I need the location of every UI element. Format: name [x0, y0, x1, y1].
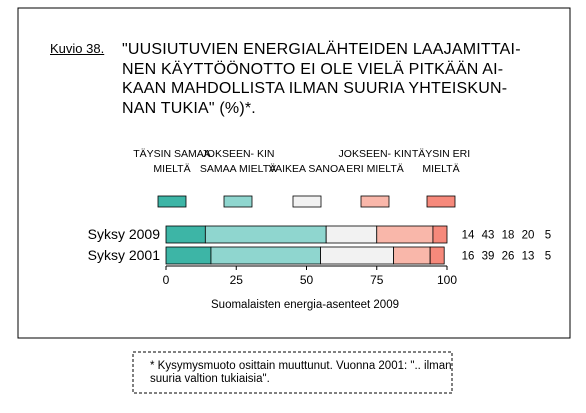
x-tick-label: 25: [230, 273, 244, 287]
value-label: 18: [502, 230, 515, 242]
legend-swatch: [223, 195, 253, 208]
bar-segment: [376, 225, 434, 244]
category-label: Syksy 2001: [88, 247, 161, 263]
value-label: 13: [522, 251, 535, 263]
chart-title: "UUSIUTUVIEN ENERGIALÄHTEIDEN LAAJAMITTA…: [122, 41, 521, 117]
bar-segment: [325, 225, 378, 244]
x-tick-label: 0: [163, 273, 170, 287]
x-axis-label: Suomalaisten energia-asenteet 2009: [211, 299, 399, 311]
legend-swatch: [360, 195, 390, 208]
value-label: 26: [502, 251, 515, 263]
footnote: * Kysymysmuoto osittain muuttunut. Vuonn…: [150, 360, 452, 385]
legend-swatch: [157, 195, 187, 208]
bar-segment: [210, 246, 321, 265]
bar-segment: [432, 225, 448, 244]
legend-label: TÄYSIN SAMAA MIELTÄ: [133, 148, 211, 175]
category-label: Syksy 2009: [88, 226, 161, 242]
bar-segment: [429, 246, 445, 265]
bar-segment: [320, 246, 395, 265]
value-label: 16: [462, 251, 475, 263]
value-label: 5: [545, 251, 551, 263]
legend-swatch: [426, 195, 456, 208]
bar-segment: [393, 246, 431, 265]
x-tick-label: 100: [437, 273, 457, 287]
value-label: 20: [522, 230, 535, 242]
legend-label: VAIKEA SANOA: [268, 163, 346, 175]
bar-segment: [165, 225, 206, 244]
x-tick-label: 75: [370, 273, 384, 287]
value-label: 39: [482, 251, 495, 263]
bar-segment: [165, 246, 212, 265]
x-tick-label: 50: [300, 273, 314, 287]
value-label: 14: [462, 230, 475, 242]
legend-label: JOKSEEN- KIN ERI MIELTÄ: [338, 148, 412, 175]
figure-label: Kuvio 38.: [50, 41, 105, 56]
frame: [17, 7, 571, 339]
value-label: 5: [545, 230, 551, 242]
legend-label: JOKSEEN- KIN SAMAA MIELTÄ: [199, 148, 277, 175]
legend-swatch: [292, 195, 322, 208]
legend-label: TÄYSIN ERI MIELTÄ: [411, 148, 471, 175]
value-label: 43: [482, 230, 495, 242]
bar-segment: [204, 225, 327, 244]
